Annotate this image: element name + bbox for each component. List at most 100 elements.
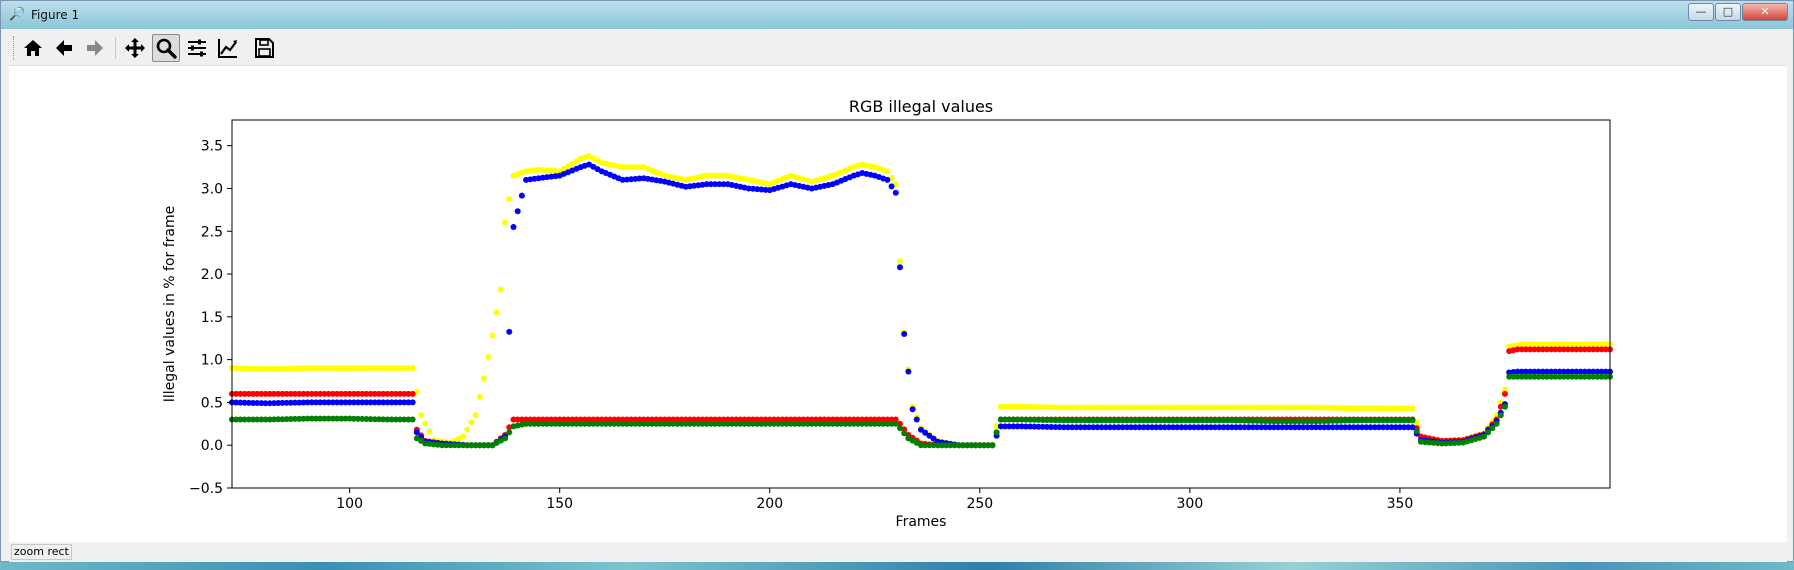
data-point (1522, 373, 1529, 380)
data-point (443, 442, 450, 449)
data-point (619, 420, 626, 427)
data-point (1153, 404, 1160, 411)
data-point (1308, 424, 1315, 431)
data-point (317, 390, 324, 397)
data-point (565, 420, 572, 427)
data-point (1522, 346, 1529, 353)
zoom-button[interactable] (152, 34, 180, 62)
data-point (1304, 404, 1311, 411)
data-point (1249, 417, 1256, 424)
data-point (1111, 417, 1118, 424)
y-tick-label: 2.0 (201, 267, 223, 283)
data-point (1581, 373, 1588, 380)
data-point (1077, 424, 1084, 431)
data-point (392, 365, 399, 372)
data-point (754, 416, 761, 423)
data-point (1581, 346, 1588, 353)
data-point (380, 416, 387, 423)
edit-axis-button[interactable] (214, 34, 242, 62)
data-point (325, 365, 332, 372)
data-point (1056, 404, 1063, 411)
data-point (598, 420, 605, 427)
data-point (1128, 417, 1135, 424)
data-point (1413, 428, 1420, 435)
data-point (384, 399, 391, 406)
data-point (1254, 424, 1261, 431)
data-point (615, 416, 622, 423)
data-point (409, 416, 416, 423)
home-button[interactable] (19, 34, 47, 62)
data-point (716, 172, 723, 179)
data-point (1207, 417, 1214, 424)
data-point (586, 420, 593, 427)
data-point (1602, 373, 1609, 380)
close-button[interactable]: ✕ (1742, 3, 1788, 21)
data-point (1203, 404, 1210, 411)
data-point (703, 416, 710, 423)
data-point (1392, 417, 1399, 424)
data-point (707, 181, 714, 188)
subplots-button[interactable] (183, 34, 211, 62)
data-point (363, 399, 370, 406)
data-point (334, 390, 341, 397)
forward-button[interactable] (81, 34, 109, 62)
data-point (510, 416, 517, 423)
data-point (1531, 368, 1538, 375)
data-point (703, 172, 710, 179)
back-button[interactable] (50, 34, 78, 62)
data-point (1451, 439, 1458, 446)
data-point (401, 416, 408, 423)
data-point (943, 442, 950, 449)
data-point (716, 181, 723, 188)
data-point (808, 416, 815, 423)
data-point (1338, 405, 1345, 412)
data-point (770, 416, 777, 423)
minimize-button[interactable]: — (1688, 3, 1714, 21)
save-button[interactable] (250, 34, 278, 62)
data-point (1266, 424, 1273, 431)
forward-arrow-icon (87, 40, 103, 56)
data-point (1552, 373, 1559, 380)
y-tick-label: 0.0 (201, 438, 223, 454)
data-point (1165, 424, 1172, 431)
data-point (846, 420, 853, 427)
data-point (1199, 424, 1206, 431)
x-tick-label: 300 (1177, 496, 1204, 512)
data-point (287, 399, 294, 406)
data-point (1401, 424, 1408, 431)
data-point (342, 399, 349, 406)
data-point (682, 420, 689, 427)
pan-button[interactable] (121, 34, 149, 62)
data-point (1569, 341, 1576, 348)
data-point (842, 420, 849, 427)
data-point (1027, 403, 1034, 410)
data-point (913, 416, 920, 423)
figure-canvas[interactable]: RGB illegal values Frames Illegal values… (9, 66, 1787, 542)
data-point (321, 399, 328, 406)
data-point (1527, 368, 1534, 375)
data-point (1094, 424, 1101, 431)
data-point (359, 365, 366, 372)
data-point (1501, 386, 1508, 393)
data-point (737, 420, 744, 427)
data-point (1258, 424, 1265, 431)
maximize-button[interactable]: □ (1715, 3, 1741, 21)
data-point (586, 416, 593, 423)
data-point (964, 442, 971, 449)
toolbar-grip[interactable] (13, 36, 17, 60)
data-point (1140, 404, 1147, 411)
data-point (464, 442, 471, 449)
data-point (749, 420, 756, 427)
data-point (850, 420, 857, 427)
title-bar[interactable]: 🔎 Figure 1 — □ ✕ (1, 1, 1793, 29)
data-point (1178, 424, 1185, 431)
data-point (371, 399, 378, 406)
data-point (1396, 424, 1403, 431)
data-point (544, 420, 551, 427)
data-point (1363, 424, 1370, 431)
data-point (1111, 424, 1118, 431)
data-point (531, 416, 538, 423)
data-point (796, 416, 803, 423)
data-point (1262, 418, 1269, 425)
data-point (1308, 418, 1315, 425)
